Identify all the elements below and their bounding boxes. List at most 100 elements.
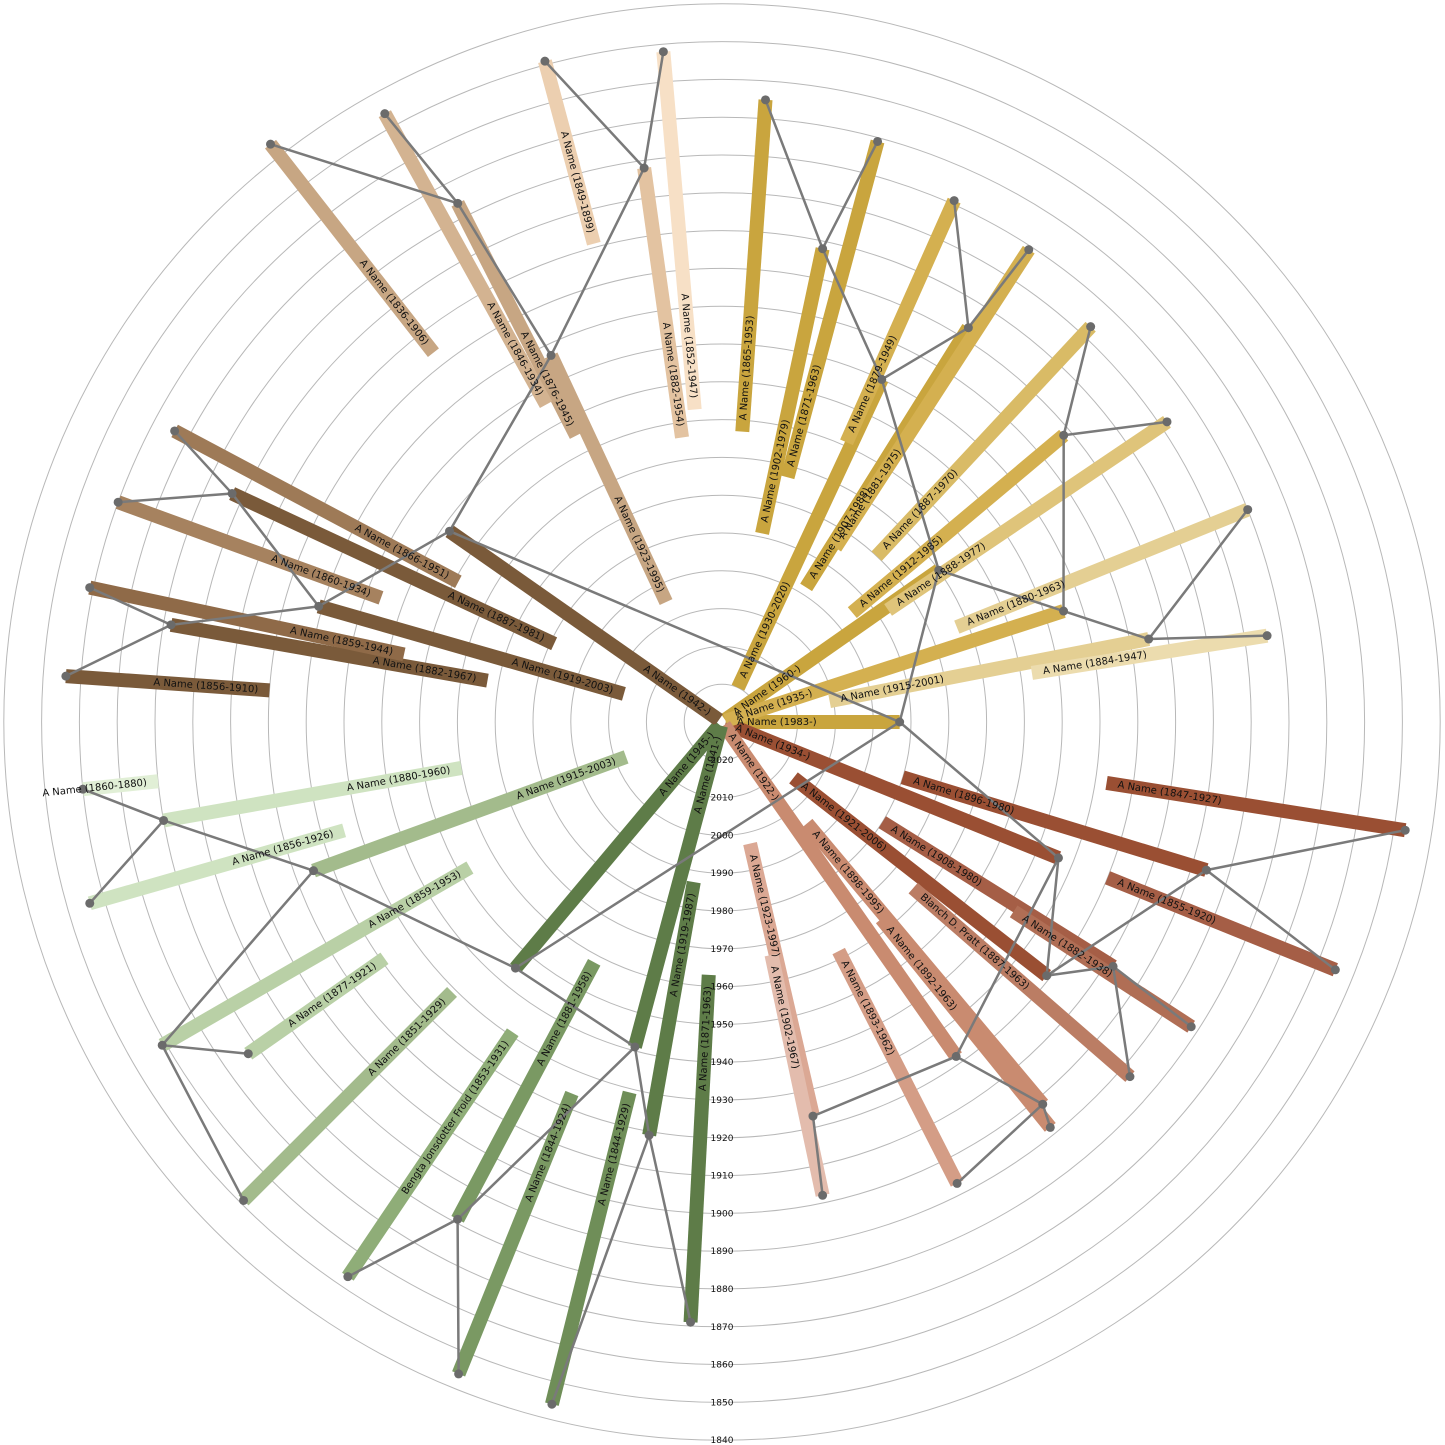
parent-link: [383, 112, 459, 205]
parent-link: [811, 1055, 958, 1118]
lifespan-bar: [722, 716, 1062, 865]
parent-link: [1147, 634, 1269, 641]
birth-node: [157, 1040, 167, 1050]
lifespan-bar: [238, 987, 457, 1206]
birth-node: [85, 898, 95, 908]
year-ring: [494, 494, 950, 950]
person-label: A Name (1888-1977): [895, 541, 988, 609]
birth-node: [314, 601, 324, 611]
birth-node: [113, 497, 123, 507]
birth-node: [1045, 1122, 1055, 1132]
parent-link: [1045, 856, 1060, 977]
lifespan-bar: [316, 599, 626, 701]
birth-node: [266, 139, 276, 149]
birth-node: [159, 815, 169, 825]
birth-node: [761, 95, 771, 105]
lifespan-bar: [735, 99, 773, 433]
year-ring: [230, 230, 1214, 1214]
year-ring: [381, 381, 1063, 1063]
lifespan-bar: [628, 723, 728, 1049]
lifespan-bar: [780, 139, 885, 480]
parent-link: [1205, 868, 1337, 972]
year-tick-label: 1860: [711, 1361, 734, 1371]
person-label: A Name (1915-2003): [515, 756, 618, 802]
birth-node: [873, 136, 883, 146]
birth-node: [1201, 865, 1211, 875]
birth-node: [1186, 1022, 1196, 1032]
birth-node: [952, 1178, 962, 1188]
person-label: A Name (1893-1962): [838, 959, 896, 1058]
parent-link: [543, 59, 646, 170]
lifespan-bar: [723, 604, 1066, 728]
parent-link: [64, 623, 173, 678]
year-tick-label: 2010: [711, 794, 734, 804]
year-tick-label: 1850: [711, 1398, 734, 1408]
birth-node: [1243, 505, 1253, 515]
year-tick-label: 1950: [711, 1020, 734, 1030]
year-ring: [305, 305, 1139, 1139]
birth-node: [445, 526, 455, 536]
lifespan-bar: [828, 632, 1151, 708]
parent-link: [954, 1055, 1044, 1106]
birth-node: [1125, 1072, 1135, 1082]
lifespan-bar: [878, 816, 1117, 973]
parent-links: [64, 50, 1407, 1406]
year-ring: [116, 116, 1328, 1328]
parent-link: [160, 1043, 250, 1055]
parent-link: [88, 819, 165, 905]
person-label: A Name (1860-1880): [42, 777, 148, 799]
parent-link: [821, 140, 879, 250]
parent-link: [811, 1114, 824, 1197]
parent-link: [1147, 508, 1249, 641]
birth-node: [895, 717, 905, 727]
lifespan-bar: [311, 750, 629, 878]
birth-node: [934, 565, 944, 575]
year-tick-label: 1980: [711, 907, 734, 917]
birth-node: [454, 1369, 464, 1379]
lifespan-bar: [65, 669, 270, 698]
year-tick-label: 1890: [711, 1247, 734, 1257]
parent-link: [937, 568, 1065, 613]
person-label: Bengta Jonsdotter Froid (1853-1931): [400, 1039, 511, 1197]
birth-node: [1162, 417, 1172, 427]
lifespan-bar: [789, 772, 1051, 982]
parent-link: [514, 966, 637, 1049]
person-label: A Name (1860-1934): [270, 553, 373, 599]
lifespan-bar: [538, 59, 601, 246]
birth-node: [510, 963, 520, 973]
year-rings: [3, 3, 1441, 1441]
birth-node: [963, 323, 973, 333]
lifespan-bar: [244, 952, 389, 1060]
year-ring: [154, 154, 1290, 1290]
person-label: A Name (1844-1929): [597, 1102, 633, 1207]
year-tick-label: 1870: [711, 1323, 734, 1333]
parent-link: [173, 429, 234, 495]
year-tick-label: 1880: [711, 1285, 734, 1295]
year-ring: [419, 419, 1025, 1025]
parent-link: [642, 50, 665, 170]
birth-node: [243, 1049, 253, 1059]
lifespan-bar: [718, 721, 962, 1061]
parent-link: [880, 326, 970, 381]
lifespan-bar: [510, 720, 725, 973]
birth-node: [1042, 971, 1052, 981]
year-tick-label: 1900: [711, 1209, 734, 1219]
parent-link: [550, 1133, 651, 1406]
birth-node: [658, 47, 668, 57]
person-label: A Name (1942-): [641, 664, 713, 719]
lifespan-bar: [115, 495, 384, 605]
year-tick-label: 1960: [711, 983, 734, 993]
lifespan-bar: [342, 1028, 519, 1281]
parent-link: [1045, 868, 1208, 977]
person-label: A Name (1983-): [737, 717, 817, 728]
year-tick-label: 1990: [711, 869, 734, 879]
lifespan-bar: [169, 617, 489, 688]
birth-node: [1330, 965, 1340, 975]
lifespan-bar: [87, 823, 347, 911]
person-label: A Name (1851-1929): [366, 996, 448, 1078]
person-label: A Name (1919-2003): [510, 657, 614, 697]
parent-link: [1111, 965, 1193, 1028]
parent-link: [456, 202, 553, 357]
person-label: A Name (1881-1958): [535, 970, 594, 1068]
birth-node: [227, 489, 237, 499]
